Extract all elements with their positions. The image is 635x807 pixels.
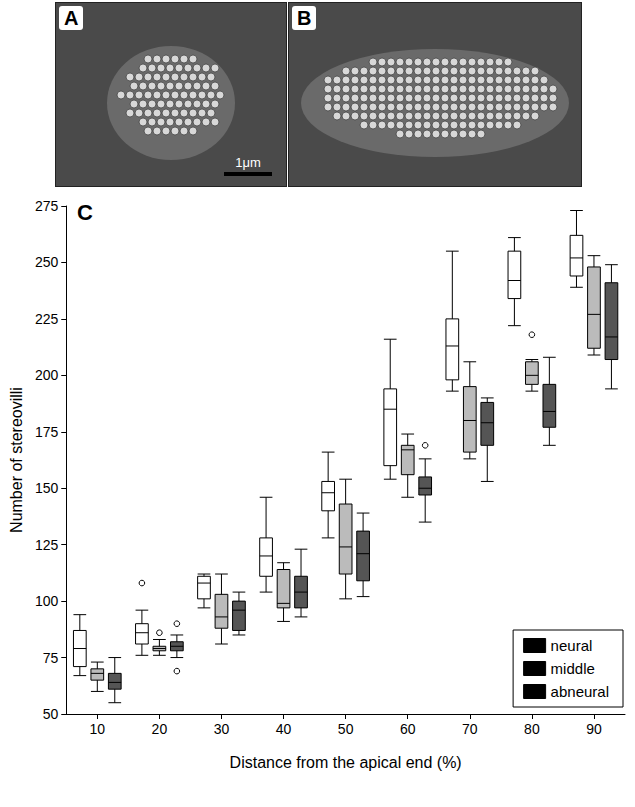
svg-text:20: 20 [152, 721, 168, 737]
svg-text:125: 125 [35, 537, 59, 553]
svg-text:70: 70 [462, 721, 478, 737]
svg-text:Distance from the apical end (: Distance from the apical end (%) [230, 754, 462, 771]
svg-text:150: 150 [35, 480, 59, 496]
svg-text:200: 200 [35, 367, 59, 383]
svg-text:abneural: abneural [551, 683, 609, 700]
svg-text:50: 50 [43, 706, 59, 722]
svg-text:C: C [77, 200, 93, 225]
html-text:A: A [64, 7, 79, 29]
svg-text:10: 10 [90, 721, 106, 737]
svg-text:40: 40 [276, 721, 292, 737]
svg-text:225: 225 [35, 311, 59, 327]
svg-text:Number of stereovilli: Number of stereovilli [8, 387, 25, 533]
svg-text:neural: neural [551, 637, 593, 654]
svg-text:275: 275 [35, 198, 59, 214]
svg-text:75: 75 [43, 650, 59, 666]
html-text:1μm: 1μm [235, 155, 261, 170]
svg-text:30: 30 [214, 721, 230, 737]
svg-text:90: 90 [586, 721, 602, 737]
svg-text:250: 250 [35, 254, 59, 270]
svg-text:middle: middle [551, 660, 595, 677]
svg-text:100: 100 [35, 593, 59, 609]
svg-text:60: 60 [400, 721, 416, 737]
svg-text:80: 80 [524, 721, 540, 737]
svg-text:175: 175 [35, 424, 59, 440]
svg-text:50: 50 [338, 721, 354, 737]
html-text:B: B [297, 7, 312, 29]
